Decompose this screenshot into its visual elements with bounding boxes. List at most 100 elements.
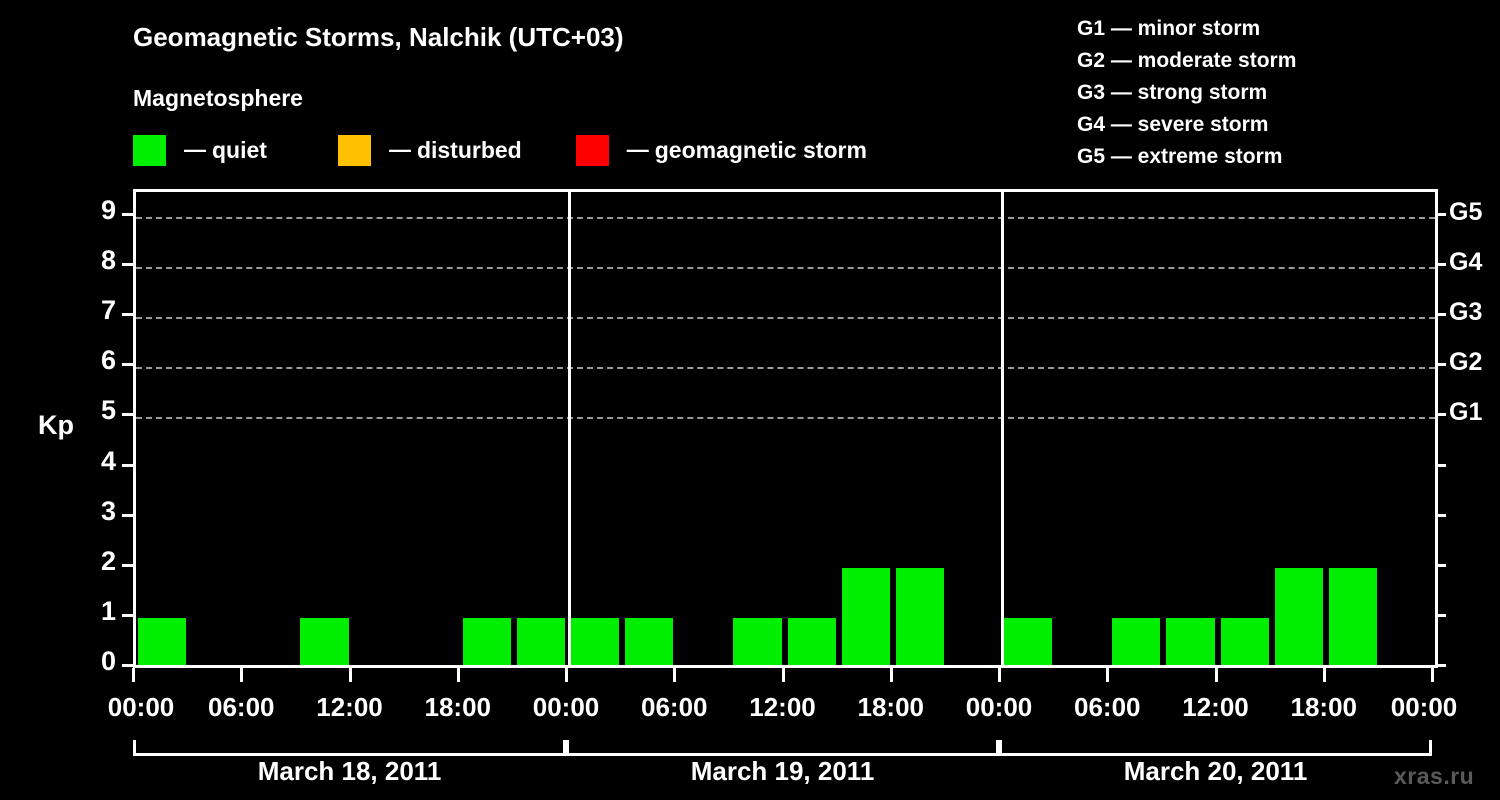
- day-label: March 19, 2011: [690, 756, 875, 786]
- g-axis-label-g1: G1: [1449, 398, 1483, 427]
- x-tick-label: 00:00: [965, 692, 1033, 722]
- bar: [1166, 617, 1215, 668]
- x-tick-label: 12:00: [749, 692, 816, 722]
- g-axis-label-g3: G3: [1449, 298, 1483, 327]
- gridline-kp-6: [136, 367, 1435, 370]
- y-tick: [122, 664, 133, 667]
- bar: [462, 617, 511, 668]
- x-tick-label: 12:00: [316, 692, 383, 722]
- right-tick: [1435, 263, 1446, 267]
- y-tick: [122, 463, 133, 467]
- g-scale-line: G1 — minor storm: [1077, 17, 1261, 40]
- y-tick: [122, 313, 133, 317]
- y-tick: [122, 563, 133, 567]
- g-axis-label-g4: G4: [1449, 248, 1483, 277]
- g-axis-label-g2: G2: [1449, 348, 1483, 377]
- y-tick: [122, 613, 133, 617]
- x-tick-label: 00:00: [1390, 692, 1458, 722]
- y-tick: [122, 263, 133, 267]
- x-tick-label: 06:00: [641, 692, 708, 722]
- legend-item: — geomagnetic storm: [575, 134, 867, 166]
- y-tick-label: 3: [100, 495, 116, 526]
- y-tick-label: 1: [100, 595, 116, 626]
- legend-label: disturbed: [416, 136, 522, 163]
- bar: [1328, 567, 1377, 668]
- x-tick: [1431, 668, 1434, 682]
- day-bracket: [566, 740, 999, 756]
- x-tick: [889, 668, 893, 682]
- g-scale-legend: G1 — minor storm G2 — moderate storm G3 — …: [1077, 13, 1296, 173]
- gridline-kp-9: [136, 217, 1435, 220]
- bar: [1220, 617, 1269, 668]
- bar: [841, 567, 890, 668]
- g-scale-line: G5 — extreme storm: [1077, 145, 1283, 168]
- right-tick: [1435, 513, 1446, 517]
- y-tick: [122, 213, 133, 217]
- legend-item: — disturbed: [337, 134, 522, 166]
- gridline-kp-8: [136, 267, 1435, 270]
- x-tick: [456, 668, 460, 682]
- bar: [138, 617, 187, 668]
- x-tick: [1214, 668, 1218, 682]
- right-tick: [1435, 463, 1446, 467]
- y-tick: [122, 413, 133, 417]
- x-tick: [348, 668, 352, 682]
- y-tick-label: 7: [100, 295, 116, 326]
- g-axis-label-g5: G5: [1449, 198, 1483, 227]
- plot-area: [133, 189, 1438, 668]
- bar: [300, 617, 349, 668]
- day-bracket: [999, 740, 1432, 756]
- x-tick: [781, 668, 785, 682]
- x-tick: [1106, 668, 1110, 682]
- bar: [1004, 617, 1053, 668]
- x-tick-label: 18:00: [424, 692, 492, 722]
- y-tick-label: 6: [100, 345, 116, 376]
- legend-dash: —: [184, 137, 206, 162]
- x-tick: [998, 668, 1001, 682]
- y-axis-title: Kp: [38, 410, 74, 440]
- bar: [733, 617, 782, 668]
- page-title: Geomagnetic Storms, Nalchik (UTC+03): [133, 22, 624, 52]
- right-tick: [1435, 313, 1446, 317]
- chart-subtitle: Magnetosphere: [133, 85, 303, 111]
- g-scale-line: G2 — moderate storm: [1077, 49, 1297, 72]
- legend-dash: —: [626, 137, 649, 162]
- legend-swatch-disturbed: [337, 134, 371, 166]
- bar: [625, 617, 674, 668]
- bar: [895, 567, 944, 668]
- plot-inner: [136, 192, 1435, 668]
- x-tick: [673, 668, 677, 682]
- x-tick-label: 18:00: [1290, 692, 1358, 722]
- g-scale-line: G3 — strong storm: [1077, 81, 1268, 104]
- x-tick: [132, 668, 135, 682]
- x-tick-label: 12:00: [1182, 692, 1249, 722]
- y-tick-label: 0: [100, 646, 116, 676]
- x-tick: [565, 668, 568, 682]
- right-tick: [1435, 664, 1446, 667]
- y-tick-label: 4: [100, 445, 116, 476]
- legend-label: geomagnetic storm: [654, 136, 867, 163]
- magnetosphere-legend: — quiet — disturbed — geomagnetic storm: [133, 134, 867, 166]
- legend-swatch-storm: [575, 134, 609, 166]
- y-tick-label: 2: [100, 545, 116, 576]
- x-tick-label: 00:00: [107, 692, 175, 722]
- y-tick-label: 5: [100, 395, 116, 426]
- right-tick: [1435, 213, 1446, 217]
- y-tick-label: 9: [100, 195, 116, 226]
- right-tick: [1435, 413, 1446, 417]
- y-tick-label: 8: [100, 245, 116, 276]
- x-axis-line: [133, 665, 1438, 668]
- bar: [787, 617, 836, 668]
- x-tick: [240, 668, 244, 682]
- y-tick: [122, 363, 133, 367]
- legend-label: quiet: [212, 136, 267, 163]
- bar: [1112, 617, 1161, 668]
- x-tick-label: 18:00: [857, 692, 925, 722]
- legend-dash: —: [388, 137, 411, 162]
- bar: [1274, 567, 1323, 668]
- legend-item: — quiet: [133, 134, 267, 166]
- legend-swatch-quiet: [133, 134, 166, 166]
- gridline-kp-5: [136, 417, 1435, 420]
- y-tick: [122, 513, 133, 517]
